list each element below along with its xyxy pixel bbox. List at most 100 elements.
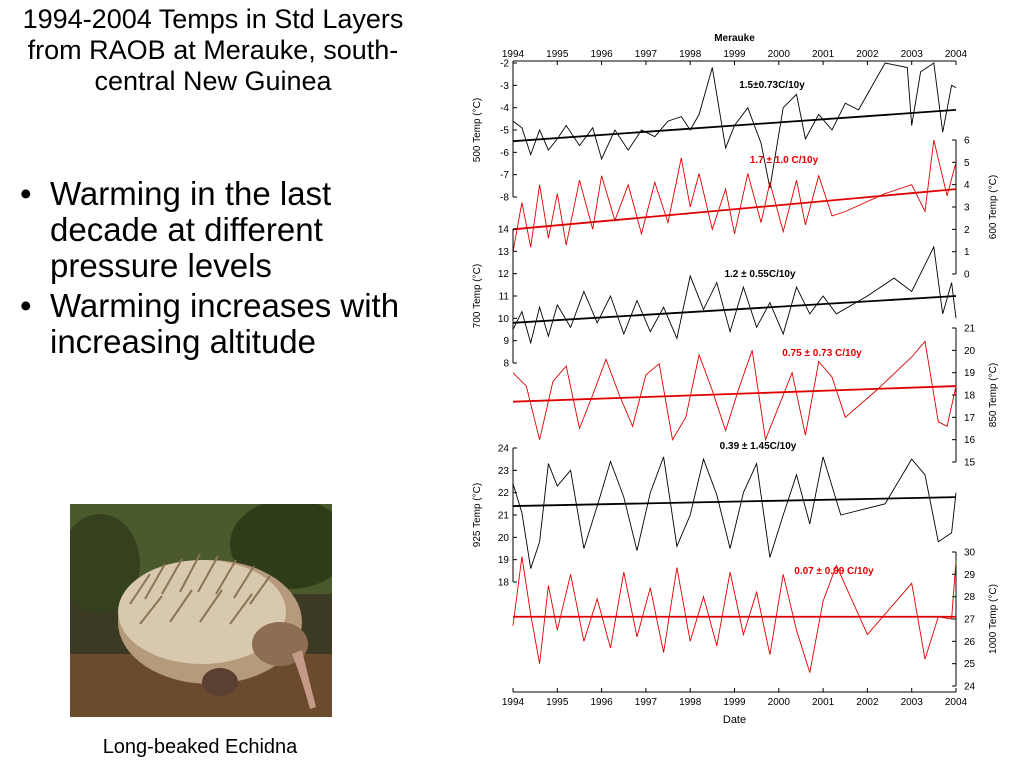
y-tick-label: 15 [964, 458, 976, 469]
y-axis-label: 600 Temp (°C) [988, 175, 999, 239]
y-tick-label: 1 [964, 247, 970, 258]
x-tick-label-bottom: 1997 [635, 697, 658, 708]
y-tick-label: 0 [964, 270, 970, 281]
y-tick-label: 6 [964, 136, 970, 147]
x-tick-label-top: 1996 [590, 49, 613, 60]
x-tick-label-top: 1995 [546, 49, 569, 60]
trend-annotation: 1.2 ± 0.55C/10y [724, 269, 796, 280]
bullet-item: Warming in the last decade at different … [14, 176, 444, 284]
echidna-spines [118, 560, 286, 664]
y-tick-label: 18 [964, 391, 976, 402]
y-tick-label: 2 [964, 225, 970, 236]
temperature-chart: Merauke199419941995199519961996199719971… [472, 33, 999, 726]
y-tick-label: 26 [964, 637, 976, 648]
temp-series-line [512, 556, 957, 673]
temp-series-line [512, 62, 957, 189]
trend-annotation: 0.39 ± 1.45C/10y [720, 441, 797, 452]
y-tick-label: -3 [500, 81, 509, 92]
y-tick-label: 17 [964, 413, 976, 424]
y-axis-label: 850 Temp (°C) [988, 363, 999, 427]
bullet-list: Warming in the last decade at different … [14, 176, 444, 364]
y-tick-label: 18 [498, 578, 510, 589]
y-tick-label: -8 [500, 193, 509, 204]
y-tick-label: 28 [964, 592, 976, 603]
trend-annotation: 0.07 ± 0.99 C/10y [794, 566, 874, 577]
x-tick-label-bottom: 2001 [812, 697, 835, 708]
temp-series-line [512, 456, 957, 569]
y-tick-label: 4 [964, 180, 970, 191]
y-tick-label: 14 [498, 225, 510, 236]
slide-title: 1994-2004 Temps in Std Layers from RAOB … [22, 4, 404, 96]
y-tick-label: -6 [500, 148, 509, 159]
temp-series-line [512, 340, 957, 442]
x-tick-label-top: 2004 [945, 49, 968, 60]
y-tick-label: -5 [500, 126, 509, 137]
x-tick-label-bottom: 1996 [590, 697, 613, 708]
echidna-beak [292, 650, 316, 709]
y-tick-label: 29 [964, 570, 976, 581]
chart-title: Merauke [714, 33, 755, 44]
y-tick-label: 25 [964, 659, 976, 670]
y-tick-label: 21 [964, 324, 976, 335]
y-tick-label: 9 [503, 336, 509, 347]
x-tick-label-top: 2002 [856, 49, 879, 60]
x-tick-label-bottom: 1999 [723, 697, 746, 708]
y-tick-label: 30 [964, 548, 976, 559]
x-tick-label-top: 1997 [635, 49, 658, 60]
y-tick-label: 5 [964, 158, 970, 169]
x-tick-label-bottom: 2000 [768, 697, 791, 708]
x-tick-label-top: 1999 [723, 49, 746, 60]
trend-line [512, 188, 957, 231]
x-tick-label-bottom: 1995 [546, 697, 569, 708]
y-tick-label: 20 [964, 346, 976, 357]
y-tick-label: 24 [964, 682, 976, 693]
photo-caption: Long-beaked Echidna [102, 736, 298, 758]
y-tick-label: 11 [499, 292, 510, 303]
y-tick-label: -2 [500, 59, 509, 70]
y-tick-label: 24 [498, 444, 510, 455]
x-tick-label-bottom: 1994 [502, 697, 525, 708]
trend-line [512, 385, 957, 403]
trend-line [512, 109, 957, 143]
bullet-item: Warming increases with increasing altitu… [14, 288, 444, 360]
echidna-leg [202, 668, 238, 696]
x-tick-label-bottom: 2003 [901, 697, 924, 708]
temp-series-line [512, 245, 957, 345]
y-tick-label: 3 [964, 203, 970, 214]
y-tick-label: -4 [500, 103, 509, 114]
trend-line [512, 295, 957, 324]
y-axis-label: 500 Temp (°C) [472, 98, 483, 162]
y-tick-label: -7 [500, 170, 509, 181]
y-tick-label: 23 [498, 466, 510, 477]
y-tick-label: 13 [498, 247, 510, 258]
x-tick-label-top: 2000 [768, 49, 791, 60]
y-tick-label: 8 [503, 359, 509, 370]
y-tick-label: 10 [498, 314, 510, 325]
trend-line [512, 496, 957, 507]
y-tick-label: 19 [964, 368, 976, 379]
y-tick-label: 27 [964, 615, 976, 626]
x-tick-label-bottom: 2002 [856, 697, 879, 708]
y-axis-label: 1000 Temp (°C) [988, 584, 999, 654]
x-tick-label-top: 2001 [812, 49, 835, 60]
y-tick-label: 22 [498, 488, 510, 499]
y-tick-label: 19 [498, 555, 510, 566]
y-tick-label: 21 [498, 511, 510, 522]
trend-annotation: 0.75 ± 0.73 C/10y [782, 348, 862, 359]
x-axis-label: Date [723, 714, 746, 726]
x-tick-label-top: 1994 [502, 49, 525, 60]
temp-series-line [512, 139, 957, 252]
x-tick-label-bottom: 2004 [945, 697, 968, 708]
y-tick-label: 12 [498, 269, 510, 280]
echidna-spine-texture [129, 553, 271, 625]
x-tick-label-bottom: 1998 [679, 697, 702, 708]
y-axis-label: 925 Temp (°C) [472, 483, 483, 547]
y-tick-label: 16 [964, 435, 976, 446]
trend-annotation: 1.5±0.73C/10y [739, 80, 805, 91]
y-axis-label: 700 Temp (°C) [472, 264, 483, 328]
x-tick-label-top: 1998 [679, 49, 702, 60]
photo-foliage-dark [230, 504, 332, 589]
photo-foliage-dark [70, 514, 140, 614]
trend-annotation: 1.7 ± 1.0 C/10y [750, 155, 819, 166]
x-tick-label-top: 2003 [901, 49, 924, 60]
